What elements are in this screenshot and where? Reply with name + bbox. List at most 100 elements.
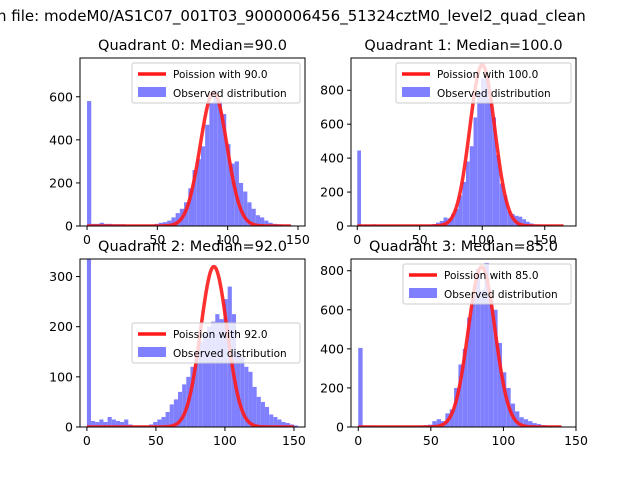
- axes-frame: [350, 258, 577, 428]
- histogram-bar: [519, 417, 524, 427]
- x-tick-label: 150: [282, 433, 306, 448]
- chart-panel-2: Quadrant 2: Median=92.0 0 50 100 150 0 100 200 3…: [49, 239, 306, 448]
- legend-box: [395, 62, 572, 104]
- histogram-bar: [230, 163, 235, 226]
- histogram-bar: [515, 411, 520, 427]
- y-tick-label: 0: [336, 219, 344, 234]
- histogram-0: [87, 90, 298, 226]
- histogram-bar: [451, 214, 455, 226]
- legend-entry: Poission with 85.0: [444, 270, 539, 282]
- legend-entry: Observed distribution: [173, 88, 287, 100]
- histogram-bar: [124, 419, 129, 427]
- histogram-bar: [436, 419, 441, 427]
- histogram-bar: [497, 343, 502, 427]
- x-tick-label: 100: [491, 433, 515, 448]
- histogram-bar: [188, 188, 193, 226]
- y-tick-label: 800: [320, 263, 344, 278]
- histogram-bar: [454, 387, 459, 427]
- x-tick-label: 150: [564, 433, 588, 448]
- histogram-bar: [264, 406, 270, 427]
- chart-title: Quadrant 3: Median=85.0: [369, 239, 558, 255]
- histogram-bar: [493, 309, 498, 427]
- legend-bar-swatch: [402, 87, 430, 97]
- x-tick-label: 150: [533, 232, 557, 247]
- histogram-bar: [522, 219, 526, 226]
- y-tick-label: 200: [49, 319, 73, 334]
- histogram-bar: [178, 391, 183, 427]
- histogram-bar: [484, 73, 489, 226]
- histogram-bar: [358, 347, 363, 427]
- histogram-bar: [211, 321, 216, 427]
- histogram-bar: [443, 217, 448, 226]
- histogram-bar: [202, 334, 207, 427]
- legend-bar-swatch: [138, 87, 166, 97]
- chart-panel-1: Quadrant 1: Median=100.0 0 50 100 150 0 200 400…: [320, 38, 577, 247]
- legend-entry: Poission with 100.0: [437, 69, 538, 81]
- y-tick-label: 0: [336, 420, 344, 435]
- x-tick-label: 0: [354, 433, 362, 448]
- histogram-bar: [260, 217, 265, 226]
- histogram-bar: [277, 419, 282, 427]
- legend-entry: Observed distribution: [444, 289, 558, 301]
- histogram-bar: [213, 90, 218, 226]
- chart-panel-0: Quadrant 0: Median=90.0 0 50 100 150 0 200 400 6…: [49, 38, 310, 247]
- x-tick-label: 0: [83, 433, 91, 448]
- histogram-bar: [215, 314, 220, 427]
- histogram-bar: [87, 101, 92, 226]
- histogram-bar: [462, 181, 466, 226]
- x-tick-label: 0: [353, 232, 361, 247]
- histogram-bar: [528, 421, 533, 427]
- histogram-bar: [244, 366, 249, 427]
- histogram-bar: [161, 416, 166, 427]
- x-tick-label: 100: [213, 433, 237, 448]
- y-tick-label: 400: [320, 341, 344, 356]
- histogram-bar: [496, 154, 500, 226]
- chart-title: Quadrant 0: Median=90.0: [98, 38, 287, 54]
- axes-frame: [79, 258, 306, 428]
- histogram-bar: [357, 150, 361, 226]
- histogram-bar: [488, 300, 494, 427]
- histogram-bar: [503, 195, 508, 226]
- axes-frame: [350, 57, 577, 227]
- histogram-bar: [481, 78, 485, 226]
- histogram-bar: [200, 146, 206, 226]
- histogram-bar: [167, 220, 172, 226]
- histogram-bar: [499, 183, 504, 226]
- histogram-bar: [219, 319, 224, 427]
- histogram-bar: [467, 317, 472, 427]
- histogram-bar: [526, 221, 530, 226]
- histogram-bar: [501, 372, 507, 427]
- histogram-bar: [469, 146, 474, 226]
- histogram-bar: [190, 366, 195, 427]
- legend-entry: Poission with 92.0: [173, 329, 268, 341]
- histogram-bar: [475, 268, 481, 427]
- histogram-bar: [86, 259, 92, 427]
- histogram-bar: [256, 396, 261, 427]
- histogram-bar: [532, 423, 537, 427]
- histogram-bar: [454, 209, 459, 226]
- x-tick-label: 50: [149, 232, 165, 247]
- x-tick-label: 100: [470, 232, 494, 247]
- y-tick-label: 100: [49, 369, 73, 384]
- histogram-bar: [111, 419, 116, 427]
- y-tick-label: 0: [65, 219, 73, 234]
- legend-0: Poission with 90.0 Observed distribution: [131, 62, 301, 104]
- histogram-bar: [192, 170, 197, 226]
- x-tick-label: 100: [216, 232, 240, 247]
- legend-bar-swatch: [409, 288, 437, 298]
- legend-box: [131, 322, 301, 364]
- histogram-bar: [153, 421, 158, 427]
- y-tick-label: 600: [320, 302, 344, 317]
- histogram-bar: [107, 416, 112, 427]
- histogram-bar: [252, 386, 257, 427]
- histogram-bar: [264, 220, 269, 226]
- legend-entry: Observed distribution: [437, 88, 551, 100]
- histogram-bar: [226, 144, 231, 226]
- histogram-bar: [260, 401, 265, 427]
- figure-suptitle: n file: modeM0/AS1C07_001T03_9000006456_…: [0, 7, 586, 26]
- y-tick-label: 300: [49, 269, 73, 284]
- y-tick-label: 800: [320, 83, 344, 98]
- x-tick-label: 50: [423, 433, 439, 448]
- chart-title: Quadrant 2: Median=92.0: [98, 239, 287, 255]
